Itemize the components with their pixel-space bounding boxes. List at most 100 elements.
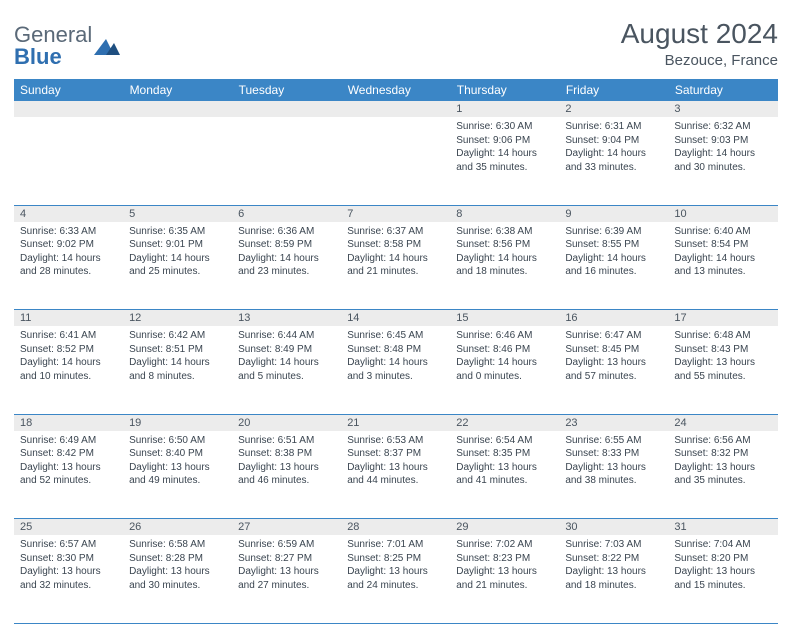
day-cell: Sunrise: 6:44 AMSunset: 8:49 PMDaylight:… [232,326,341,414]
daylight-line: Daylight: 14 hours and 28 minutes. [20,252,117,279]
day-number-cell: 10 [668,205,777,222]
day-number-cell: 26 [123,519,232,536]
day-number-cell: 15 [450,310,559,327]
day-details: Sunrise: 7:01 AMSunset: 8:25 PMDaylight:… [341,535,450,596]
sunset-line: Sunset: 8:35 PM [456,447,553,461]
daylight-line: Daylight: 14 hours and 5 minutes. [238,356,335,383]
day-number-cell: 30 [559,519,668,536]
day-details: Sunrise: 6:50 AMSunset: 8:40 PMDaylight:… [123,431,232,492]
sunrise-line: Sunrise: 6:59 AM [238,538,335,552]
daynum-row: 11121314151617 [14,310,778,327]
day-cell: Sunrise: 6:54 AMSunset: 8:35 PMDaylight:… [450,431,559,519]
day-details: Sunrise: 6:51 AMSunset: 8:38 PMDaylight:… [232,431,341,492]
sunset-line: Sunset: 8:43 PM [674,343,771,357]
day-cell [232,117,341,205]
daylight-line: Daylight: 13 hours and 46 minutes. [238,461,335,488]
day-cell: Sunrise: 6:53 AMSunset: 8:37 PMDaylight:… [341,431,450,519]
day-details: Sunrise: 6:32 AMSunset: 9:03 PMDaylight:… [668,117,777,178]
day-cell [123,117,232,205]
sunrise-line: Sunrise: 6:51 AM [238,434,335,448]
day-number-cell: 20 [232,414,341,431]
day-cell: Sunrise: 7:03 AMSunset: 8:22 PMDaylight:… [559,535,668,623]
sunrise-line: Sunrise: 6:46 AM [456,329,553,343]
sunrise-line: Sunrise: 6:42 AM [129,329,226,343]
sunrise-line: Sunrise: 6:30 AM [456,120,553,134]
sunrise-line: Sunrise: 6:56 AM [674,434,771,448]
day-details: Sunrise: 6:58 AMSunset: 8:28 PMDaylight:… [123,535,232,596]
sunrise-line: Sunrise: 6:58 AM [129,538,226,552]
sunrise-line: Sunrise: 6:35 AM [129,225,226,239]
day-header: Saturday [668,79,777,101]
day-details: Sunrise: 6:33 AMSunset: 9:02 PMDaylight:… [14,222,123,283]
sunrise-line: Sunrise: 6:44 AM [238,329,335,343]
sunrise-line: Sunrise: 6:40 AM [674,225,771,239]
day-details: Sunrise: 6:49 AMSunset: 8:42 PMDaylight:… [14,431,123,492]
daylight-line: Daylight: 14 hours and 10 minutes. [20,356,117,383]
sunset-line: Sunset: 9:06 PM [456,134,553,148]
day-cell: Sunrise: 6:47 AMSunset: 8:45 PMDaylight:… [559,326,668,414]
day-number-cell: 5 [123,205,232,222]
day-details: Sunrise: 6:41 AMSunset: 8:52 PMDaylight:… [14,326,123,387]
sunset-line: Sunset: 8:25 PM [347,552,444,566]
day-cell: Sunrise: 6:42 AMSunset: 8:51 PMDaylight:… [123,326,232,414]
daylight-line: Daylight: 14 hours and 33 minutes. [565,147,662,174]
day-details: Sunrise: 6:40 AMSunset: 8:54 PMDaylight:… [668,222,777,283]
day-number-cell: 3 [668,101,777,117]
day-number-cell: 13 [232,310,341,327]
day-number-cell: 11 [14,310,123,327]
sunset-line: Sunset: 8:54 PM [674,238,771,252]
day-cell: Sunrise: 6:51 AMSunset: 8:38 PMDaylight:… [232,431,341,519]
sunrise-line: Sunrise: 6:33 AM [20,225,117,239]
day-details: Sunrise: 6:54 AMSunset: 8:35 PMDaylight:… [450,431,559,492]
day-number-cell: 18 [14,414,123,431]
day-details: Sunrise: 7:04 AMSunset: 8:20 PMDaylight:… [668,535,777,596]
daylight-line: Daylight: 13 hours and 15 minutes. [674,565,771,592]
calendar-head: SundayMondayTuesdayWednesdayThursdayFrid… [14,79,778,101]
daynum-row: 25262728293031 [14,519,778,536]
sunset-line: Sunset: 8:20 PM [674,552,771,566]
day-header: Friday [559,79,668,101]
day-number-cell: 27 [232,519,341,536]
sunrise-line: Sunrise: 6:32 AM [674,120,771,134]
day-details: Sunrise: 6:39 AMSunset: 8:55 PMDaylight:… [559,222,668,283]
day-details: Sunrise: 6:42 AMSunset: 8:51 PMDaylight:… [123,326,232,387]
day-details: Sunrise: 6:36 AMSunset: 8:59 PMDaylight:… [232,222,341,283]
daylight-line: Daylight: 13 hours and 21 minutes. [456,565,553,592]
day-number-cell: 24 [668,414,777,431]
day-number-cell: 1 [450,101,559,117]
day-cell: Sunrise: 6:41 AMSunset: 8:52 PMDaylight:… [14,326,123,414]
sunrise-line: Sunrise: 6:36 AM [238,225,335,239]
day-details: Sunrise: 7:03 AMSunset: 8:22 PMDaylight:… [559,535,668,596]
sunset-line: Sunset: 8:38 PM [238,447,335,461]
day-details: Sunrise: 6:55 AMSunset: 8:33 PMDaylight:… [559,431,668,492]
day-number-cell [341,101,450,117]
day-details: Sunrise: 6:38 AMSunset: 8:56 PMDaylight:… [450,222,559,283]
day-cell: Sunrise: 7:02 AMSunset: 8:23 PMDaylight:… [450,535,559,623]
brand-part2: Blue [14,44,62,69]
day-cell: Sunrise: 6:38 AMSunset: 8:56 PMDaylight:… [450,222,559,310]
day-number-cell: 6 [232,205,341,222]
sunset-line: Sunset: 9:02 PM [20,238,117,252]
daylight-line: Daylight: 14 hours and 3 minutes. [347,356,444,383]
day-number-cell: 8 [450,205,559,222]
sunrise-line: Sunrise: 6:47 AM [565,329,662,343]
sunrise-line: Sunrise: 6:31 AM [565,120,662,134]
day-details: Sunrise: 6:44 AMSunset: 8:49 PMDaylight:… [232,326,341,387]
daylight-line: Daylight: 14 hours and 23 minutes. [238,252,335,279]
daylight-line: Daylight: 14 hours and 21 minutes. [347,252,444,279]
day-details: Sunrise: 6:30 AMSunset: 9:06 PMDaylight:… [450,117,559,178]
day-details: Sunrise: 7:02 AMSunset: 8:23 PMDaylight:… [450,535,559,596]
daylight-line: Daylight: 14 hours and 30 minutes. [674,147,771,174]
daylight-line: Daylight: 13 hours and 32 minutes. [20,565,117,592]
day-cell: Sunrise: 6:56 AMSunset: 8:32 PMDaylight:… [668,431,777,519]
day-cell: Sunrise: 6:45 AMSunset: 8:48 PMDaylight:… [341,326,450,414]
sunrise-line: Sunrise: 6:48 AM [674,329,771,343]
day-header: Thursday [450,79,559,101]
day-details: Sunrise: 6:53 AMSunset: 8:37 PMDaylight:… [341,431,450,492]
sunset-line: Sunset: 8:49 PM [238,343,335,357]
brand-logo: General Blue [14,18,120,68]
day-number-cell: 22 [450,414,559,431]
day-cell: Sunrise: 6:46 AMSunset: 8:46 PMDaylight:… [450,326,559,414]
day-number-cell: 7 [341,205,450,222]
day-header: Tuesday [232,79,341,101]
